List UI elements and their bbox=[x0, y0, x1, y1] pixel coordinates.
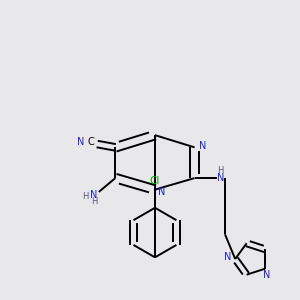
Text: N: N bbox=[199, 141, 206, 151]
Text: N: N bbox=[89, 190, 97, 200]
Text: H: H bbox=[91, 197, 97, 206]
Text: C: C bbox=[88, 137, 94, 147]
Text: N: N bbox=[224, 252, 232, 262]
Text: H: H bbox=[82, 192, 88, 201]
Text: H: H bbox=[217, 166, 224, 175]
Text: N: N bbox=[217, 173, 224, 183]
Text: N: N bbox=[77, 137, 84, 147]
Text: N: N bbox=[263, 270, 270, 280]
Text: Cl: Cl bbox=[150, 176, 160, 186]
Text: N: N bbox=[158, 187, 165, 197]
